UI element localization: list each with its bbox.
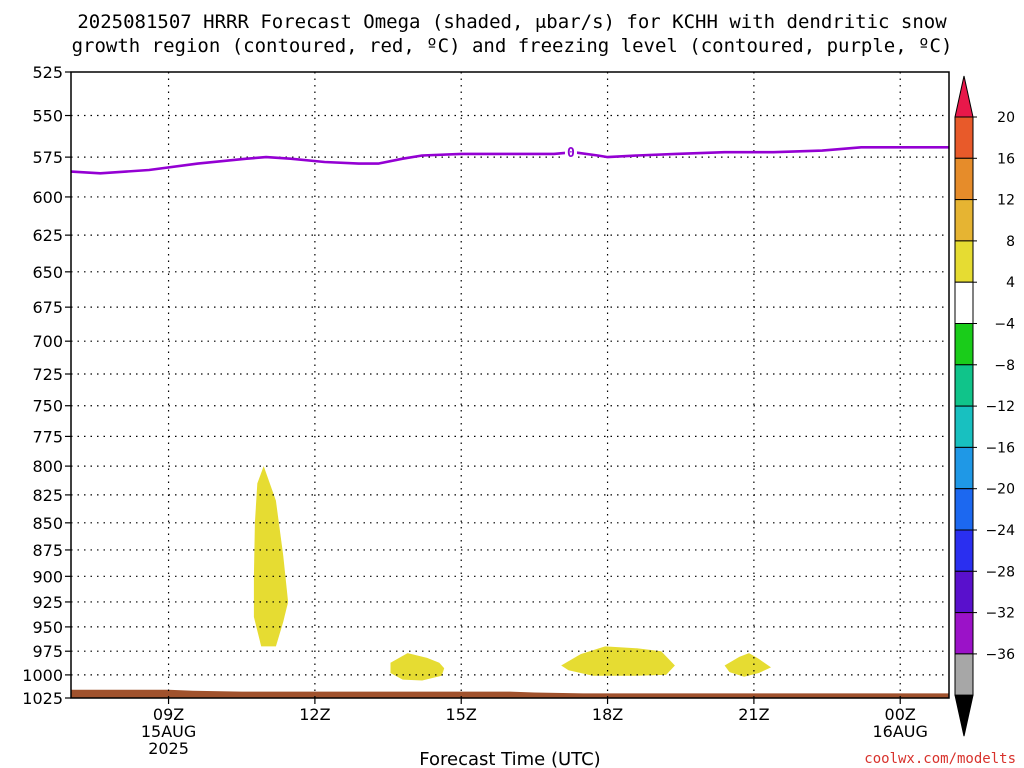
y-tick-label-575: 575: [32, 148, 63, 167]
omega-region-1: [253, 466, 289, 647]
y-tick-label-925: 925: [32, 593, 63, 612]
colorbar-label-8: −16: [985, 440, 1015, 456]
colorbar-segment-0: [954, 116, 974, 159]
x-tick-label-4-0: 21Z: [738, 705, 769, 724]
colorbar-label-11: −28: [985, 564, 1015, 580]
colorbar-segment-7: [954, 405, 974, 448]
freezing-level-line: [70, 146, 949, 175]
colorbar-segment-6: [954, 364, 974, 407]
x-tick-label-3-0: 18Z: [592, 705, 623, 724]
x-tick-label-5-0: 00Z: [885, 705, 916, 724]
colorbar-segment-3: [954, 240, 974, 283]
omega-region-4: [724, 653, 771, 677]
colorbar-segment-9: [954, 488, 974, 531]
credit-text: coolwx.com/modelts: [864, 751, 1016, 767]
y-tick-label-975: 975: [32, 642, 63, 661]
y-tick-label-850: 850: [32, 514, 63, 533]
y-tick-label-650: 650: [32, 263, 63, 282]
colorbar-segment-12: [954, 612, 974, 655]
colorbar-label-3: 8: [1006, 234, 1015, 250]
y-tick-label-600: 600: [32, 188, 63, 207]
y-tick-label-700: 700: [32, 332, 63, 351]
colorbar-segment-5: [954, 323, 974, 366]
chart-title-line-2: growth region (contoured, red, ºC) and f…: [72, 35, 953, 57]
x-tick-label-1-0: 12Z: [299, 705, 330, 724]
y-axis: 525 550 575 600 625 650 675 700 725 750 775 800 825 8…: [22, 63, 71, 708]
colorbar-label-10: −24: [985, 523, 1015, 539]
y-tick-label-775: 775: [32, 427, 63, 446]
y-tick-label-875: 875: [32, 541, 63, 560]
colorbar-segment-lt-36: [954, 694, 974, 737]
y-tick-label-750: 750: [32, 397, 63, 416]
x-tick-label-0-1: 15AUG: [141, 722, 196, 741]
x-tick-label-0-0: 09Z: [153, 705, 184, 724]
colorbar-segment-10: [954, 529, 974, 572]
chart-title-line-1: 2025081507 HRRR Forecast Omega (shaded, …: [77, 11, 947, 33]
x-tick-label-0-2: 2025: [148, 739, 189, 758]
x-tick-label-2-0: 15Z: [446, 705, 477, 724]
terrain-surface: [71, 689, 949, 698]
freezing-level-label: 0: [567, 146, 575, 161]
y-tick-label-525: 525: [32, 63, 63, 82]
y-tick-label-1025: 1025: [22, 689, 63, 708]
colorbar-segment-8: [954, 446, 974, 490]
y-tick-label-825: 825: [32, 486, 63, 505]
x-tick-label-5-1: 16AUG: [873, 722, 928, 741]
colorbar-label-12: −32: [985, 606, 1015, 622]
x-axis-title: Forecast Time (UTC): [419, 749, 600, 768]
y-tick-label-950: 950: [32, 618, 63, 637]
colorbar-label-4: 4: [1006, 275, 1015, 291]
colorbar-label-13: −36: [985, 647, 1015, 663]
colorbar-label-7: −12: [985, 399, 1015, 415]
colorbar-segment-11: [954, 570, 974, 614]
y-tick-label-550: 550: [32, 107, 63, 126]
plot-frame: [70, 71, 950, 699]
y-tick-label-800: 800: [32, 457, 63, 476]
colorbar-segment-2: [954, 199, 974, 242]
y-tick-label-900: 900: [32, 567, 63, 586]
omega-region-2: [390, 653, 445, 681]
plot-area: 0: [70, 71, 950, 699]
y-tick-label-675: 675: [32, 298, 63, 317]
colorbar-segment-13: [954, 653, 974, 696]
colorbar-label-9: −20: [985, 482, 1015, 498]
colorbar-label-2: 12: [997, 193, 1015, 209]
y-tick-label-725: 725: [32, 365, 63, 384]
colorbar-segment-1: [954, 157, 974, 201]
colorbar: 20 16 12 8 4 −4 −8 −12 −16 −20 −24 −28 −32 −36: [954, 75, 1015, 737]
colorbar-label-1: 16: [997, 151, 1015, 167]
y-tick-label-625: 625: [32, 226, 63, 245]
colorbar-label-0: 20: [997, 110, 1015, 126]
y-tick-label-1000: 1000: [22, 666, 63, 685]
freezing-level-label-bg: [564, 144, 577, 160]
colorbar-segment-4: [954, 281, 974, 325]
colorbar-segment-gt20: [954, 75, 974, 118]
colorbar-label-6: −8: [994, 358, 1015, 374]
colorbar-label-5: −4: [994, 317, 1015, 333]
omega-region-3: [561, 646, 675, 676]
